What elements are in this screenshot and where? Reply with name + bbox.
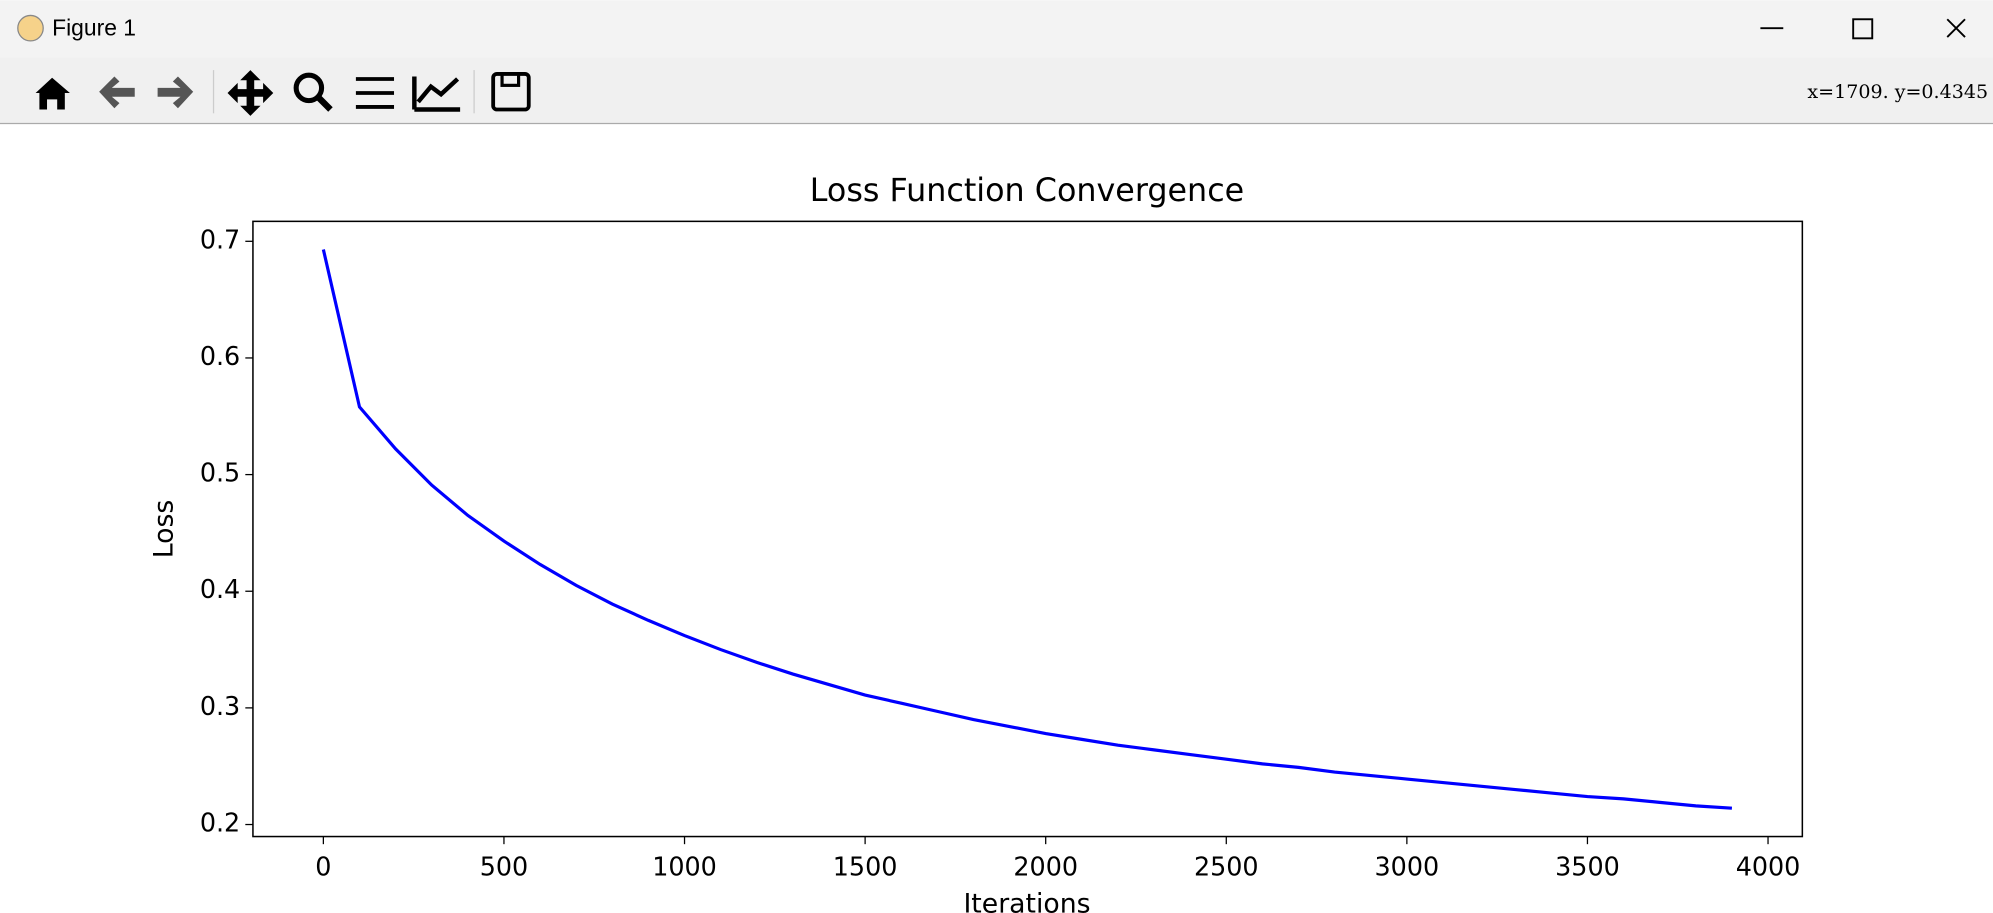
y-axis-label: Loss xyxy=(149,500,180,559)
window-title: Figure 1 xyxy=(52,14,136,40)
pan-button[interactable] xyxy=(227,70,274,116)
x-tick-label: 4000 xyxy=(1736,851,1801,881)
x-tick-label: 1500 xyxy=(833,851,898,881)
zoom-handle xyxy=(315,94,333,112)
maximize-button[interactable] xyxy=(1852,18,1874,40)
axes-frame xyxy=(252,220,1804,838)
status-text: x=1709. y=0.4345 xyxy=(1807,81,1988,103)
x-tick-label: 1000 xyxy=(652,851,717,881)
y-tick-label: 0.4 xyxy=(200,574,240,604)
x-tick-label: 0 xyxy=(315,851,331,881)
y-tick-label: 0.7 xyxy=(200,224,240,254)
x-tick-label: 2500 xyxy=(1194,851,1259,881)
toolbar xyxy=(0,57,1993,124)
loss-line xyxy=(321,249,1733,810)
x-tick-label: 2000 xyxy=(1013,851,1078,881)
y-tick-label: 0.2 xyxy=(200,808,240,838)
chart-title: Loss Function Convergence xyxy=(810,173,1244,209)
back-button[interactable] xyxy=(99,76,135,109)
x-tick-label: 3500 xyxy=(1555,851,1620,881)
y-tick-label: 0.5 xyxy=(200,458,240,488)
forward-button[interactable] xyxy=(157,76,194,109)
x-axis-label: Iterations xyxy=(963,889,1090,913)
y-tick-label: 0.6 xyxy=(200,341,240,371)
y-tick-label: 0.3 xyxy=(200,691,240,721)
title-bar xyxy=(0,0,1993,58)
save-icon-part xyxy=(500,72,521,87)
x-tick-label: 500 xyxy=(480,851,529,881)
zoom-button[interactable] xyxy=(293,72,325,104)
app-icon xyxy=(17,14,44,42)
configure-button[interactable] xyxy=(355,77,395,109)
edit-button[interactable] xyxy=(412,76,461,112)
x-tick-label: 3000 xyxy=(1375,851,1440,881)
home-button[interactable] xyxy=(35,77,70,110)
close-button[interactable] xyxy=(1946,18,1966,38)
